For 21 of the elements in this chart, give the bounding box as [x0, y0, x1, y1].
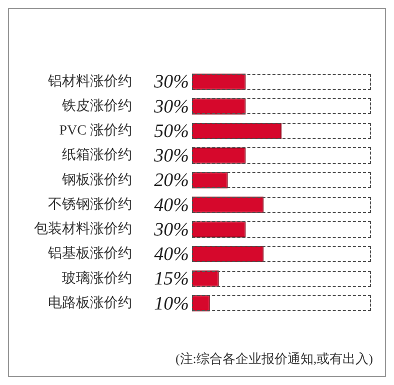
y-tick-label: 不锈钢涨价约 [48, 196, 132, 212]
y-tick-label: 纸箱涨价约 [62, 147, 132, 164]
data-label: 50% [154, 120, 189, 142]
data-label: 30% [153, 219, 189, 240]
data-label: 20% [154, 170, 189, 192]
y-tick-label: 铁皮涨价约 [61, 98, 132, 114]
text: (注:综合各企业报价通知,或有出入) [175, 350, 373, 368]
data-label: 40% [154, 194, 189, 216]
data-label: 15% [154, 268, 189, 290]
data-label: 30% [153, 96, 189, 118]
y-tick-label: PVC 涨价约 [59, 122, 132, 139]
y-tick-label: 电路板涨价约 [48, 294, 132, 311]
y-tick-label: 包装材料涨价约 [34, 221, 132, 238]
data-label: 30% [153, 72, 189, 93]
data-label: 30% [153, 146, 189, 167]
y-tick-label: 玻璃涨价约 [62, 270, 132, 286]
y-tick-label: 铝基板涨价约 [47, 246, 132, 262]
y-tick-label: 钢板涨价约 [61, 172, 132, 188]
data-label: 10% [154, 293, 189, 314]
y-tick-label: 铝材料涨价约 [47, 73, 132, 90]
data-label: 40% [154, 244, 189, 266]
